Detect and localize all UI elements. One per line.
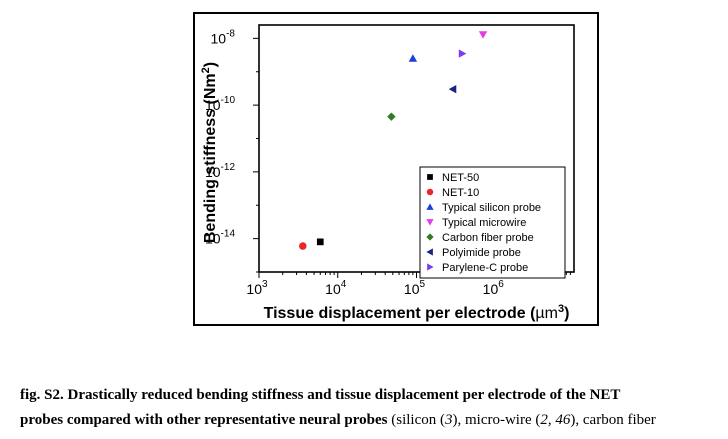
caption-ref-1: 3 bbox=[445, 412, 453, 428]
data-point bbox=[458, 49, 467, 58]
legend-frame bbox=[419, 166, 566, 279]
figure-caption: fig. S2. Drastically reduced bending sti… bbox=[20, 383, 728, 433]
caption-line-1: fig. S2. Drastically reduced bending sti… bbox=[20, 387, 621, 403]
data-points bbox=[299, 31, 488, 250]
chart: 103 104 105 106 10-8 10-10 10-12 10-14 Tissue di… bbox=[193, 12, 599, 326]
legend-marker bbox=[426, 203, 434, 210]
legend-marker bbox=[426, 233, 434, 241]
data-point bbox=[387, 112, 396, 121]
legend-label: NET-10 bbox=[442, 187, 479, 199]
y-tick-label: 10-14 bbox=[205, 229, 235, 247]
legend-label: NET-50 bbox=[442, 172, 479, 184]
legend-label: Typical microwire bbox=[442, 217, 526, 229]
y-tick-label: 10-8 bbox=[211, 28, 236, 46]
y-tick-label: 10-12 bbox=[205, 162, 235, 180]
y-tick-label: 10-10 bbox=[205, 95, 235, 113]
y-axis-label: Bending stiffness (Nm2) bbox=[200, 62, 219, 243]
legend-label: Typical silicon probe bbox=[442, 202, 541, 214]
legend-marker bbox=[426, 188, 434, 196]
legend-marker bbox=[426, 248, 433, 256]
data-point bbox=[478, 31, 488, 39]
x-tick-label: 104 bbox=[325, 279, 347, 297]
data-point bbox=[316, 238, 324, 246]
legend-marker bbox=[427, 174, 433, 180]
legend-label: Parylene-C probe bbox=[442, 262, 528, 274]
caption-line-2: probes compared with other representativ… bbox=[20, 412, 656, 428]
x-tick-label: 106 bbox=[483, 279, 505, 297]
data-point bbox=[299, 242, 307, 250]
legend-label: Carbon fiber probe bbox=[442, 232, 534, 244]
data-point bbox=[408, 54, 418, 62]
x-tick-label: 103 bbox=[246, 279, 268, 297]
legend-marker bbox=[426, 219, 434, 226]
x-tick-label: 105 bbox=[404, 279, 426, 297]
data-point bbox=[448, 84, 457, 94]
legend-label: Polyimide probe bbox=[442, 247, 521, 259]
legend: NET-50 NET-10 Typical silicon probe Typical… bbox=[419, 166, 566, 279]
x-axis-label: Tissue displacement per electrode (µm3) bbox=[264, 303, 570, 322]
legend-marker bbox=[427, 263, 434, 271]
caption-ref-2: 2, 46 bbox=[540, 412, 571, 428]
